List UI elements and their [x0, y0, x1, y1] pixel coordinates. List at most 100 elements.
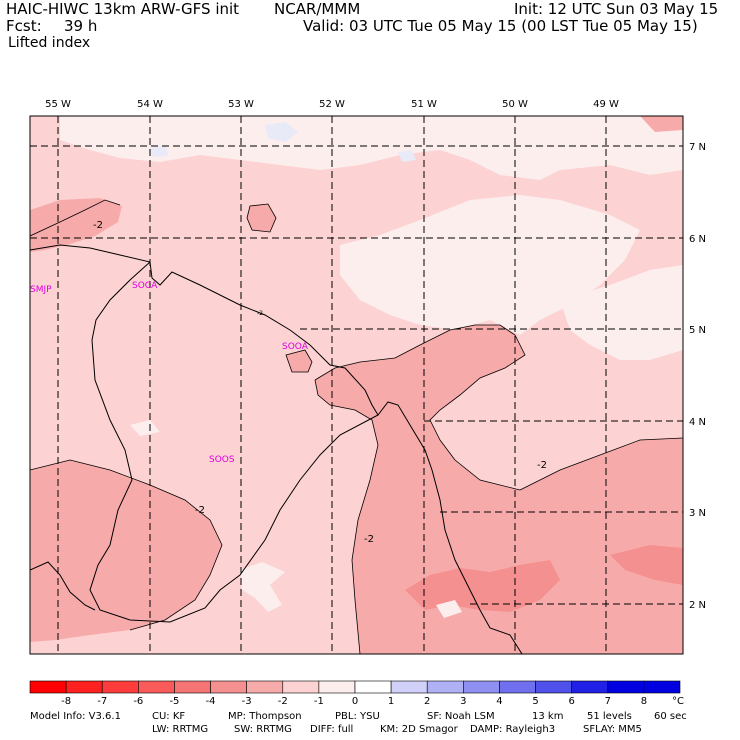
contour-label: -2: [195, 505, 205, 516]
footer-lw: LW: RRTMG: [152, 724, 209, 735]
graticule: [30, 116, 683, 654]
station-soos: SOOS: [209, 455, 235, 465]
colorbar-swatch: [354, 680, 392, 694]
pale-region-east: [560, 265, 683, 360]
deep-region-east: [610, 545, 683, 585]
colorbar-tick-label: -1: [314, 696, 324, 707]
station-labels: SMJP SOCA SOOA SOOS: [30, 281, 309, 465]
footer-sf: SF: Noah LSM: [427, 711, 495, 722]
footer-diff: DIFF: full: [310, 724, 354, 735]
pale-region-north: [60, 116, 683, 180]
colorbar-tick-label: 7: [605, 696, 611, 707]
footer-km: KM: 2D Smagor: [380, 724, 458, 735]
pink-patch-small: [247, 204, 276, 232]
lat-label: 6 N: [689, 234, 706, 245]
colorbar-swatch: [101, 680, 139, 694]
blueish-patch-3: [150, 146, 168, 157]
pink-region-southwest: [30, 460, 222, 642]
colorbar-swatch: [535, 680, 572, 694]
footer-model-info: Model Info: V3.6.1: [30, 711, 121, 722]
coastline-north: [30, 244, 523, 654]
footer-timestep: 60 sec: [654, 711, 687, 722]
pink-patch-topright: [640, 116, 683, 132]
footer-damp: DAMP: Rayleigh3: [470, 724, 556, 735]
footer-sw: SW: RRTMG: [234, 724, 292, 735]
colorbar-tick-label: 2: [424, 696, 430, 707]
lon-label: 53 W: [228, 99, 254, 110]
lon-label: 49 W: [593, 99, 619, 110]
lat-label: 2 N: [689, 600, 706, 611]
footer-pbl: PBL: YSU: [335, 711, 380, 722]
pink-blob-coast: [286, 350, 312, 372]
deep-region-southeast: [405, 560, 560, 612]
colorbar-swatch: [426, 680, 464, 694]
contour-label: -2: [257, 310, 263, 317]
forecast-hour: 39 h: [64, 17, 98, 35]
colorbar-tick-label: -2: [278, 696, 288, 707]
colorbar-tick-label: 6: [568, 696, 574, 707]
colorbar-tick-label: -7: [97, 696, 107, 707]
station-sooa: SOOA: [282, 342, 309, 352]
colorbar-swatch: [282, 680, 320, 694]
colorbar-tick-label: -8: [61, 696, 71, 707]
contour-label: -2: [364, 534, 374, 545]
contour-value-labels: -2 -2 -2 -2 -2: [93, 220, 547, 545]
lifted-index-field: [30, 116, 683, 654]
contours: [30, 199, 683, 654]
colorbar-unit: °C: [672, 696, 684, 707]
pale-spot-2: [436, 600, 462, 618]
colorbar-swatch: [318, 680, 356, 694]
init-time: Init: 12 UTC Sun 03 May 15: [514, 0, 719, 18]
contour-amapa: [314, 324, 526, 491]
pale-spot: [130, 420, 160, 436]
colorbar-tick-label: 1: [388, 696, 394, 707]
pink-region-amapa: [315, 325, 683, 654]
colorbar-tick-label: -4: [206, 696, 216, 707]
border-south: [30, 561, 96, 611]
colorbar-swatch: [246, 680, 284, 694]
footer-levels: 51 levels: [587, 711, 632, 722]
map-frame: [29, 115, 684, 655]
longitude-labels: 55 W 54 W 53 W 52 W 51 W 50 W 49 W: [45, 99, 619, 110]
latitude-labels: 7 N 6 N 5 N 4 N 3 N 2 N: [689, 142, 706, 611]
colorbar-tick-label: 0: [352, 696, 358, 707]
colorbar-tick-label: 5: [532, 696, 538, 707]
lat-label: 5 N: [689, 325, 706, 336]
colorbar-swatch: [65, 680, 103, 694]
colorbar-swatch: [174, 680, 211, 694]
contour-sw: [30, 459, 223, 631]
colorbar-swatch: [390, 680, 428, 694]
lon-label: 52 W: [319, 99, 345, 110]
colorbar-tick-label: 3: [460, 696, 466, 707]
colorbar-swatch: [463, 680, 500, 694]
contour-label: -2: [537, 460, 547, 471]
footer-mp: MP: Thompson: [228, 711, 302, 722]
station-soca: SOCA: [132, 281, 158, 291]
lat-label: 4 N: [689, 417, 706, 428]
contour-nw: [30, 199, 121, 237]
blueish-patch-2: [398, 150, 416, 162]
colorbar-swatch: [571, 680, 609, 694]
colorbar-swatch: [29, 680, 67, 694]
footer-sflay: SFLAY: MM5: [583, 724, 642, 735]
colorbar: -8 -7 -6 -5 -4 -3 -2 -1 0 1 2 3 4 5 6 7 8 °C: [29, 680, 684, 707]
contour-east: [519, 437, 683, 491]
lon-label: 51 W: [411, 99, 437, 110]
colorbar-tick-label: -5: [169, 696, 179, 707]
footer-resolution: 13 km: [532, 711, 564, 722]
colorbar-tick-label: 8: [641, 696, 647, 707]
border-west: [89, 261, 379, 623]
colorbar-swatch: [643, 680, 681, 694]
contour-label: -2: [93, 220, 103, 231]
contour-blob: [285, 349, 313, 373]
lon-label: 54 W: [137, 99, 163, 110]
colorbar-swatch: [607, 680, 645, 694]
colorbar-tick-label: 4: [496, 696, 502, 707]
contour-amapa-west: [314, 379, 379, 654]
forecast-label: Fcst:: [6, 17, 42, 35]
colorbar-tick-label: -3: [242, 696, 252, 707]
org-label: NCAR/MMM: [274, 0, 361, 18]
colorbar-swatch: [210, 680, 247, 694]
blueish-patch-1: [265, 122, 298, 142]
